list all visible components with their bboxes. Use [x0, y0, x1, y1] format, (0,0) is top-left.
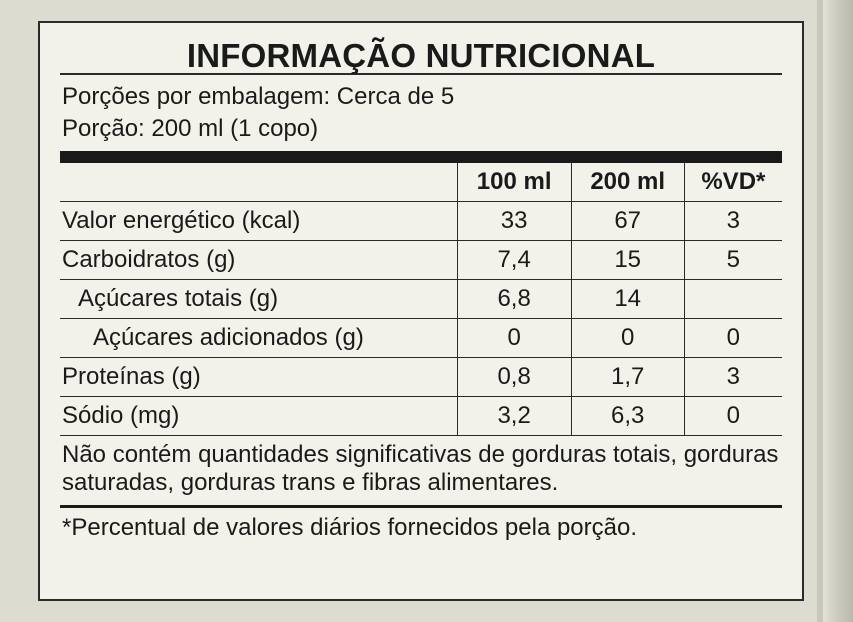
divider: [60, 73, 782, 75]
nutrient-name: Sódio (mg): [62, 401, 180, 429]
table-row: Açúcares adicionados (g) 0 0 0: [60, 318, 782, 358]
value-200ml: 1,7: [570, 357, 685, 397]
table-row: Carboidratos (g) 7,4 15 5: [60, 240, 782, 280]
header-100ml: 100 ml: [456, 162, 572, 202]
nutrient-name: Carboidratos (g): [60, 240, 458, 280]
absence-note: Não contém quantidades significativas de…: [62, 441, 779, 496]
serving-info: Porções por embalagem: Cerca de 5 Porção…: [60, 75, 782, 151]
nutrient-name: Proteínas (g): [60, 357, 458, 397]
value-100ml: 3,2: [456, 396, 572, 435]
nutrition-label: INFORMAÇÃO NUTRICIONAL Porções por embal…: [38, 21, 804, 601]
package-edge: [823, 0, 853, 622]
footnote: *Percentual de valores diários fornecido…: [62, 514, 638, 541]
nutrition-table: 100 ml 200 ml %VD* Valor energético (kca…: [60, 162, 782, 435]
value-100ml: 0: [456, 318, 572, 358]
package-seam: [817, 0, 823, 622]
nutrient-name: Açúcares totais (g): [60, 279, 458, 319]
value-200ml: 0: [570, 318, 685, 358]
value-100ml: 7,4: [456, 240, 572, 280]
table-row: Proteínas (g) 0,8 1,7 3: [60, 357, 782, 397]
divider: [60, 434, 782, 436]
value-vd: 0: [683, 318, 782, 358]
servings-per-package: Porções por embalagem: Cerca de 5: [62, 82, 455, 110]
value-vd: 5: [683, 240, 782, 280]
value-vd: 0: [683, 396, 782, 435]
medium-divider: [60, 505, 782, 508]
value-vd: [683, 279, 782, 319]
value-200ml: 6,3: [570, 396, 685, 435]
nutrient-name: Valor energético (kcal): [60, 201, 458, 241]
value-200ml: 15: [570, 240, 685, 280]
table-row: Sódio (mg) 3,2 6,3 0: [60, 396, 782, 435]
table-header-row: 100 ml 200 ml %VD*: [60, 162, 782, 202]
value-100ml: 0,8: [456, 357, 572, 397]
value-100ml: 6,8: [456, 279, 572, 319]
table-row: Açúcares totais (g) 6,8 14: [60, 279, 782, 319]
header-200ml: 200 ml: [570, 162, 685, 202]
serving-size: Porção: 200 ml (1 copo): [62, 114, 319, 142]
header-blank: [60, 162, 458, 202]
thick-divider: [60, 150, 782, 163]
value-200ml: 67: [570, 201, 685, 241]
value-vd: 3: [683, 357, 782, 397]
value-vd: 3: [683, 201, 782, 241]
label-title: INFORMAÇÃO NUTRICIONAL: [186, 37, 656, 74]
table-row: Valor energético (kcal) 33 67 3: [60, 201, 782, 241]
header-vd: %VD*: [683, 162, 782, 202]
nutrient-name: Açúcares adicionados (g): [60, 318, 458, 358]
value-100ml: 33: [456, 201, 572, 241]
value-200ml: 14: [570, 279, 685, 319]
